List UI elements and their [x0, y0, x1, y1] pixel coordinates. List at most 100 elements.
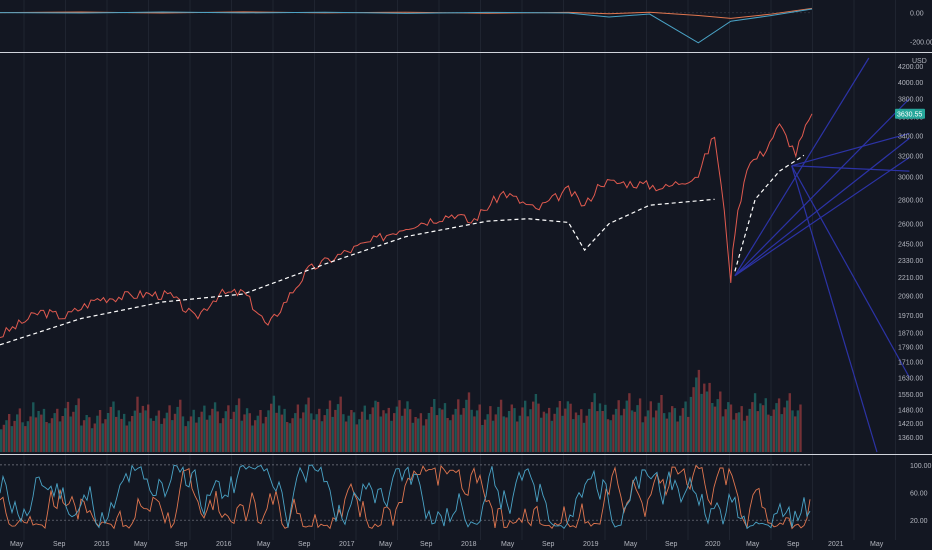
volume-bar — [526, 416, 529, 452]
volume-bar — [192, 409, 195, 452]
volume-bar — [155, 415, 158, 452]
volume-bar — [109, 406, 112, 452]
volume-bar — [636, 405, 639, 452]
volume-bar — [585, 415, 588, 452]
volume-bar — [237, 398, 241, 452]
volume-bar — [470, 409, 473, 452]
volume-bar — [729, 404, 733, 452]
volume-bar — [657, 402, 660, 452]
fan-line-0[interactable] — [734, 57, 870, 277]
volume-bar — [609, 420, 612, 452]
volume-bar — [310, 413, 313, 452]
volume-bar — [553, 413, 556, 452]
volume-bar — [296, 404, 300, 452]
volume-bar — [524, 400, 527, 452]
volume-bar — [425, 419, 428, 452]
fan-line-2[interactable] — [734, 137, 910, 277]
price-tick-label: 1870.00 — [898, 330, 923, 337]
volume-bar — [98, 410, 102, 452]
volume-bar — [197, 417, 201, 452]
price-pane[interactable] — [0, 57, 910, 453]
volume-bar — [216, 411, 219, 452]
volume-bar — [542, 411, 546, 452]
price-axis[interactable]: 4200.004000.003800.003600.003400.003200.… — [898, 64, 923, 442]
volume-bar — [232, 411, 235, 452]
volume-bar — [649, 401, 652, 452]
volume-bar — [502, 416, 505, 452]
volume-bar — [481, 425, 484, 452]
time-tick-label: May — [10, 541, 24, 548]
volume-bar — [577, 415, 580, 452]
volume-bar — [681, 408, 685, 452]
volume-bar — [786, 400, 789, 452]
volume-bar — [213, 402, 217, 452]
volume-bar — [449, 420, 452, 452]
volume-bar — [708, 382, 711, 452]
volume-bar — [29, 416, 32, 452]
time-axis[interactable]: May Sep 2015 May Sep 2016 May Sep 2017 May Sep 2018… — [10, 541, 884, 548]
volume-bar — [352, 412, 356, 452]
volume-bar — [106, 413, 110, 452]
fan-line-6[interactable] — [791, 165, 910, 378]
volume-bar — [465, 399, 468, 452]
volume-bar — [756, 411, 759, 452]
volume-bar — [189, 416, 193, 452]
volume-bar — [441, 409, 444, 452]
stochastic-pane[interactable]: 100.00 60.00 20.00 — [0, 463, 932, 530]
volume-bar — [641, 422, 644, 452]
volume-bar — [363, 405, 366, 452]
volume-bar — [761, 405, 765, 452]
volume-bar — [772, 409, 775, 452]
volume-bar — [221, 418, 225, 452]
volume-bar — [775, 403, 778, 452]
volume-bar — [724, 409, 727, 452]
volume-bar — [203, 405, 206, 452]
stochastic-series-0 — [0, 464, 811, 530]
time-tick-label: May — [746, 541, 760, 548]
volume-bar — [660, 395, 663, 452]
volume-bar — [764, 398, 767, 452]
fan-line-7[interactable] — [791, 165, 878, 453]
volume-bar — [339, 396, 342, 452]
volume-bar — [34, 417, 38, 452]
volume-bar — [622, 408, 626, 452]
volume-bar — [37, 411, 40, 452]
volume-bar — [462, 408, 465, 452]
last-price-text: 3630.55 — [897, 112, 922, 119]
volume-bar — [149, 418, 153, 452]
time-tick-label: 2017 — [339, 541, 355, 548]
volume-bar — [176, 406, 179, 452]
volume-bar — [147, 404, 150, 452]
volume-bar — [342, 414, 345, 452]
volume-bar — [580, 409, 583, 452]
volume-bar — [665, 418, 669, 452]
volume-bar — [74, 405, 78, 452]
volume-bar — [21, 422, 24, 452]
volume-bar — [393, 413, 396, 452]
volume-bar — [638, 398, 642, 452]
fan-line-5[interactable] — [791, 165, 910, 172]
time-tick-label: Sep — [298, 541, 311, 548]
fan-line-4[interactable] — [791, 132, 910, 167]
volume-bar — [617, 400, 620, 452]
volume-bar — [473, 416, 476, 452]
volume-bar — [195, 422, 198, 452]
volume-bar — [780, 414, 783, 452]
volume-bar — [112, 401, 115, 452]
fan-line-3[interactable] — [734, 156, 910, 277]
volume-bar — [179, 399, 182, 452]
volume-bar — [403, 408, 407, 452]
volume-bar — [10, 426, 14, 452]
volume-bar — [435, 415, 439, 452]
volume-bar — [398, 400, 401, 452]
fan-line-1[interactable] — [734, 98, 910, 277]
volume-bar — [430, 406, 433, 452]
volume-bar — [141, 405, 145, 452]
volume-bar — [96, 415, 99, 452]
oscillator-top-pane[interactable]: 0.00 -200.00 — [0, 7, 932, 46]
volume-bar — [633, 411, 636, 452]
volume-bar — [358, 419, 361, 452]
volume-bar — [77, 398, 80, 452]
